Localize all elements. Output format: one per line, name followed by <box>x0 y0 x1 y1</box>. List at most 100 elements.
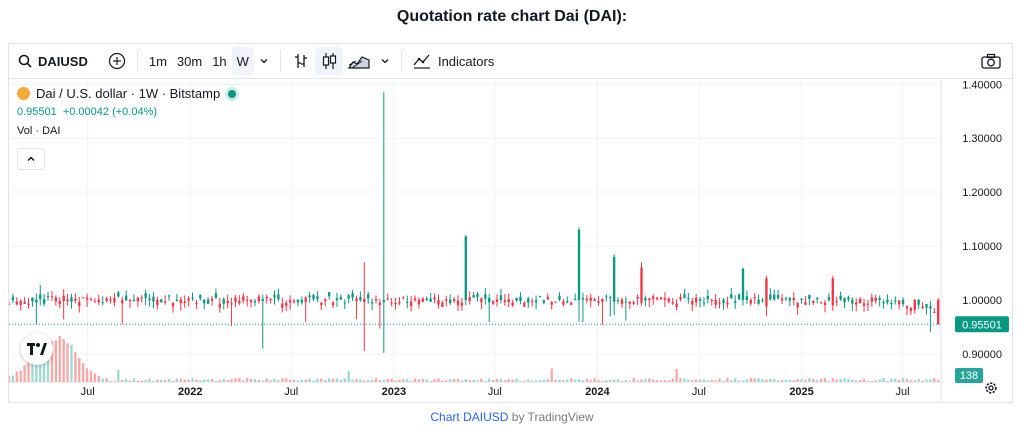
tradingview-logo[interactable] <box>21 333 53 365</box>
candle-body <box>402 297 405 299</box>
candle-style-button[interactable] <box>314 47 343 75</box>
candle-body <box>316 296 319 300</box>
volume-bar <box>93 373 97 382</box>
interval-1m[interactable]: 1m <box>148 53 167 69</box>
candle-body <box>605 296 608 298</box>
volume-bar <box>546 379 549 382</box>
dai-coin-icon <box>17 87 30 100</box>
candle-body <box>589 297 592 301</box>
volume-bar <box>737 380 741 382</box>
chart-link[interactable]: Chart DAIUSD <box>430 410 509 424</box>
candle-body <box>300 299 303 303</box>
interval-30m[interactable]: 30m <box>176 53 203 69</box>
x-tick-label: Jul <box>284 386 298 398</box>
candle-body <box>304 297 307 302</box>
volume-bar <box>464 379 467 382</box>
candle-body <box>351 293 354 298</box>
symbol-search[interactable]: DAIUSD <box>13 47 93 75</box>
candle-body <box>937 300 940 325</box>
x-tick-label: 2024 <box>585 386 610 398</box>
add-compare-button[interactable] <box>103 47 131 75</box>
volume-bar <box>269 380 272 382</box>
candle-body <box>433 297 436 300</box>
y-tick-label: 1.20000 <box>962 187 1002 199</box>
candle-body <box>206 299 210 304</box>
legend-price-value: 0.95501 <box>17 106 57 118</box>
candle-body <box>253 301 257 303</box>
volume-bar <box>511 380 514 382</box>
volume-bar <box>823 378 827 382</box>
chart-settings-button[interactable] <box>984 381 998 398</box>
candle-body <box>554 301 557 303</box>
candle-body <box>140 297 143 299</box>
volume-bar <box>734 378 737 382</box>
volume-bar <box>62 338 65 382</box>
volume-bar <box>624 379 628 382</box>
snapshot-button[interactable] <box>976 47 1006 75</box>
candle-body <box>421 298 425 302</box>
volume-bar <box>152 380 155 382</box>
candle-body <box>50 296 54 298</box>
volume-bar <box>839 378 842 382</box>
last-volume-tag <box>955 368 983 383</box>
candle-body <box>374 299 378 301</box>
candle-body <box>464 236 467 301</box>
candle-body <box>406 301 409 303</box>
candle-body <box>105 298 108 301</box>
volume-bar <box>527 379 530 382</box>
volume-bar <box>843 378 846 382</box>
collapse-legend-button[interactable] <box>17 148 45 170</box>
volume-bar <box>675 369 678 382</box>
volume-bar <box>195 379 198 382</box>
volume-bar <box>386 378 389 382</box>
volume-bar <box>566 379 569 382</box>
volume-bar <box>784 379 788 382</box>
volume-bar <box>339 380 343 382</box>
candle-body <box>632 302 635 304</box>
candle-body <box>394 302 397 305</box>
volume-bar <box>905 378 909 382</box>
volume-bar <box>124 378 128 382</box>
volume-bar <box>644 378 647 382</box>
volume-bar <box>312 380 315 382</box>
volume-bar <box>183 379 186 382</box>
volume-bar <box>835 379 838 382</box>
volume-bar <box>238 378 241 382</box>
chart-style-dropdown[interactable] <box>375 47 395 75</box>
candle-body <box>812 301 815 303</box>
candle-body <box>737 294 741 300</box>
candle-body <box>882 302 885 304</box>
candle-body <box>85 297 89 300</box>
bar-style-button[interactable] <box>287 47 315 75</box>
add-compare-icon <box>108 52 125 70</box>
volume-bar <box>296 380 300 382</box>
volume-bar <box>472 379 475 382</box>
candle-body <box>456 300 460 306</box>
volume-bar <box>285 378 288 382</box>
interval-dropdown[interactable] <box>254 47 274 75</box>
volume-bar <box>855 380 858 382</box>
candle-body <box>124 295 128 301</box>
volume-bar <box>82 363 85 382</box>
candle-body <box>894 300 897 302</box>
price-chart[interactable]: 1.40000 1.30000 1.20000 1.10000 1.00000 0.900… <box>9 80 1012 403</box>
candle-body <box>866 303 870 305</box>
area-style-button[interactable] <box>343 47 375 75</box>
interval-w[interactable]: W <box>231 47 254 75</box>
candle-body <box>667 298 670 302</box>
candle-body <box>222 298 225 304</box>
candle-body <box>261 298 264 302</box>
candle-body <box>886 299 889 303</box>
volume-bar <box>577 379 581 382</box>
volume-bar <box>534 380 538 382</box>
symbol-label: DAIUSD <box>38 53 88 69</box>
volume-bar <box>886 380 889 382</box>
candle-body <box>171 302 175 307</box>
volume-bar <box>273 378 276 382</box>
candle-body <box>413 298 417 300</box>
candle-body <box>273 294 276 298</box>
interval-1h[interactable]: 1h <box>212 53 227 69</box>
indicators-button[interactable]: Indicators <box>408 47 499 75</box>
candle-body <box>925 304 928 308</box>
candle-body <box>679 297 682 300</box>
